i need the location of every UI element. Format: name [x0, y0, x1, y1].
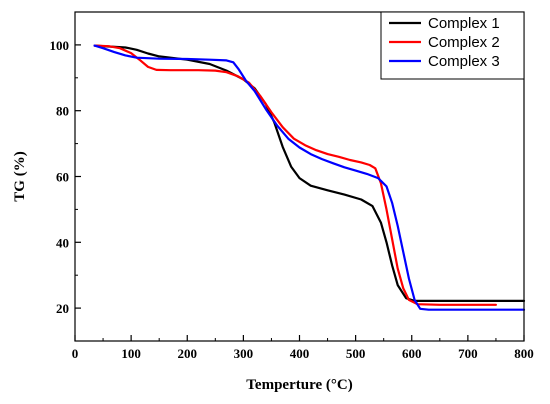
y-tick-label: 60 [56, 170, 69, 185]
plot-curves [93, 44, 526, 311]
y-tick-label: 100 [50, 38, 70, 53]
legend-label-3: Complex 3 [428, 53, 500, 70]
series-line-1 [93, 44, 526, 302]
x-tick-label: 300 [234, 346, 254, 361]
x-tick-label: 800 [514, 346, 534, 361]
series-line-2 [93, 44, 497, 306]
x-tick-label: 200 [178, 346, 198, 361]
legend: Complex 1 Complex 2 Complex 3 [380, 11, 525, 80]
series-line-3 [93, 44, 526, 311]
x-axis-title: Temperture (°C) [246, 377, 352, 393]
y-axis-title: TG (%) [12, 151, 28, 201]
x-tick-label: 100 [121, 346, 141, 361]
y-tick-label: 80 [56, 104, 69, 119]
legend-label-1: Complex 1 [428, 15, 500, 32]
x-tick-label: 700 [458, 346, 478, 361]
x-tick-label: 500 [346, 346, 366, 361]
x-tick-label: 600 [402, 346, 422, 361]
x-axis: 0 100 200 300 400 500 600 700 800 [72, 335, 534, 361]
x-tick-label: 400 [290, 346, 310, 361]
y-tick-label: 20 [56, 301, 69, 316]
y-axis: 20 40 60 80 100 [50, 11, 81, 342]
legend-label-2: Complex 2 [428, 34, 500, 51]
x-tick-label: 0 [72, 346, 79, 361]
y-tick-label: 40 [56, 235, 69, 250]
